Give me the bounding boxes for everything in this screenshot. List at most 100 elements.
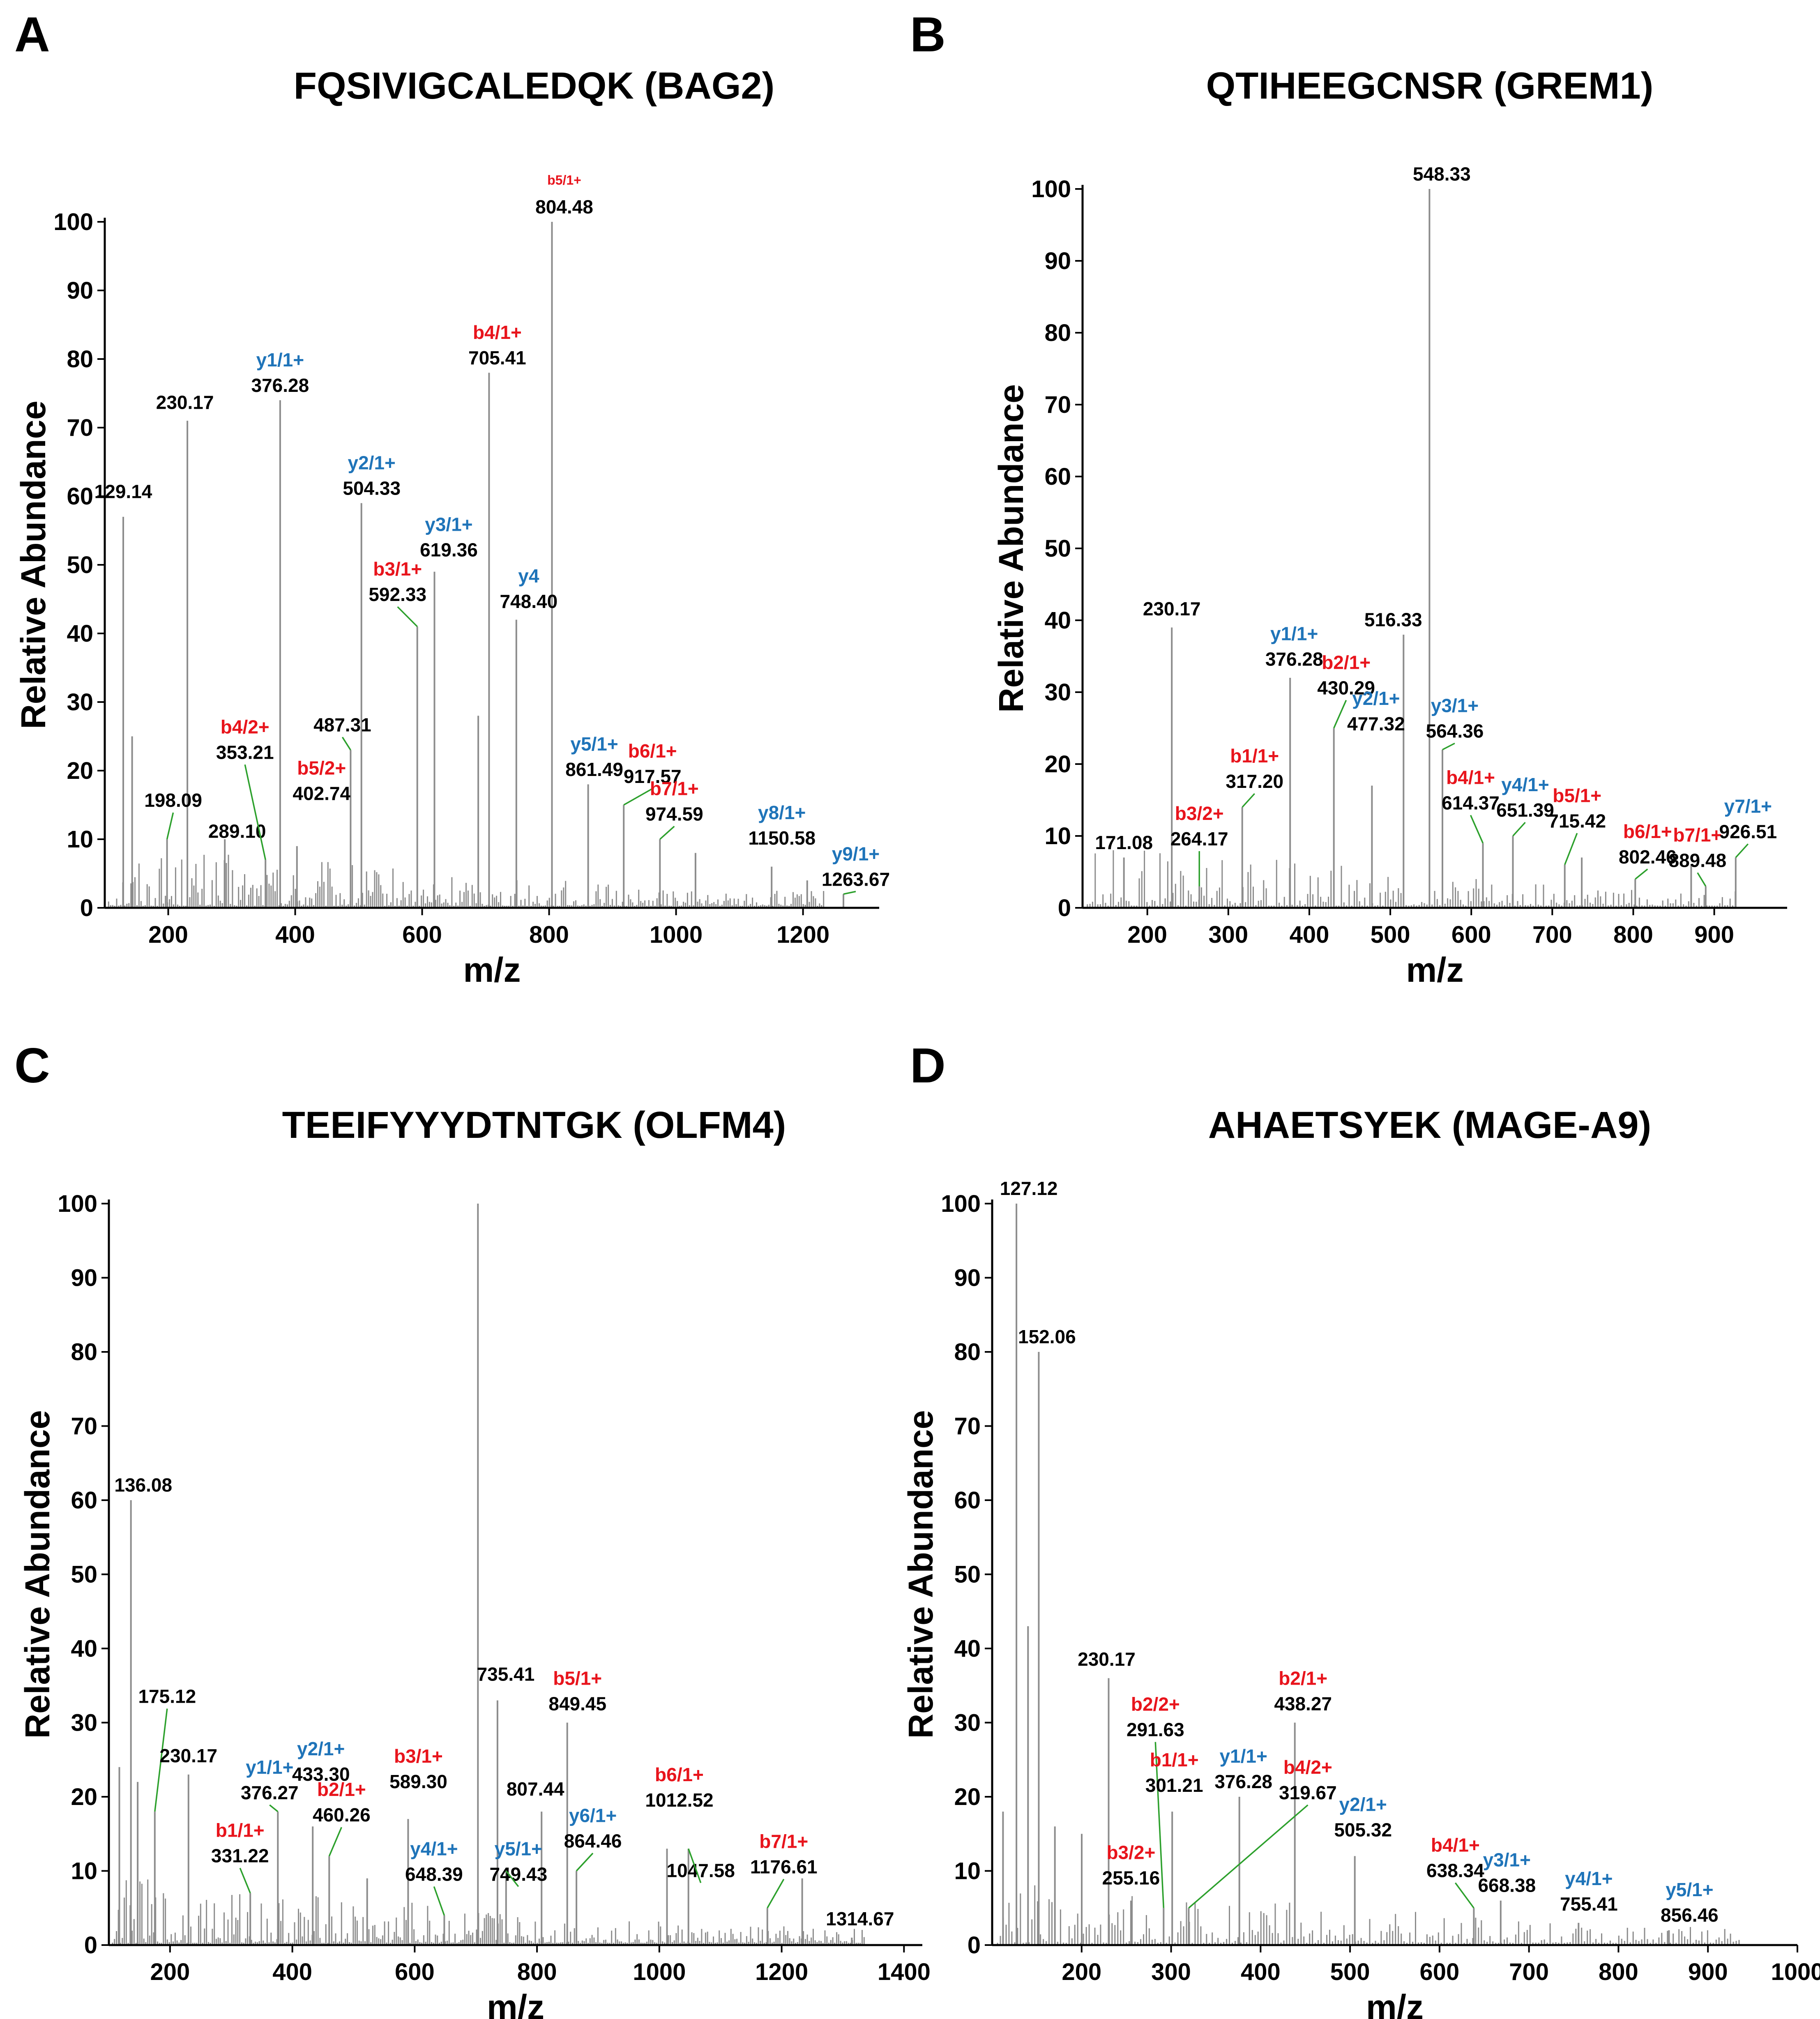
panel-a-x-tick-label: 200 [148, 921, 188, 948]
panel-c-y-tick-label: 90 [71, 1265, 97, 1292]
panel-b-ion-label: b3/2+ [1175, 803, 1224, 824]
panel-b-mz-label: 548.33 [1413, 163, 1471, 184]
panel-d-mz-label: 319.67 [1279, 1782, 1337, 1803]
panel-d-y-tick-label: 90 [954, 1265, 981, 1292]
panel-a-x-tick-label: 400 [275, 921, 315, 948]
panel-c-mz-label: 331.22 [211, 1845, 269, 1866]
panel-a-y-tick-label: 50 [67, 552, 93, 578]
panel-a-ion-label: y5/1+ [570, 733, 618, 755]
panel-d-mz-label: 127.12 [1000, 1178, 1058, 1199]
panel-c-ion-label: b5/1+ [553, 1667, 602, 1689]
panel-b-x-tick-label: 900 [1694, 921, 1734, 948]
panel-a-ion-label: y9/1+ [832, 843, 880, 864]
panel-c-y-tick-label: 10 [71, 1858, 97, 1885]
panel-d-mz-label: 230.17 [1078, 1648, 1136, 1670]
panel-d-x-tick-label: 700 [1509, 1959, 1549, 1985]
panel-a-mz-label: 198.09 [144, 790, 202, 811]
panel-b-y-tick-label: 40 [1044, 607, 1071, 634]
panel-a-ion-label: b3/1+ [373, 558, 422, 580]
panel-a-ion-label: y3/1+ [425, 514, 472, 535]
panel-b-x-tick-label: 600 [1451, 921, 1491, 948]
panel-a-x-tick-label: 1200 [776, 921, 829, 948]
panel-c-mz-label: 1047.58 [667, 1860, 735, 1881]
panel-d-x-tick-label: 200 [1062, 1959, 1101, 1985]
panel-d-mz-label: 152.06 [1018, 1326, 1076, 1347]
panel-a-ion-label: b4/2+ [221, 716, 270, 737]
panel-b-y-tick-label: 90 [1044, 248, 1071, 274]
panel-c-mz-label: 230.17 [159, 1745, 217, 1766]
panel-b-mz-label: 264.17 [1170, 828, 1228, 849]
panel-c-y-tick-label: 70 [71, 1413, 97, 1440]
panel-b-leader-line [1333, 700, 1347, 729]
panel-b-leader-line [1635, 868, 1648, 880]
panel-a-y-tick-label: 70 [67, 414, 93, 441]
panel-d-ion-label: b1/1+ [1150, 1749, 1199, 1770]
panel-d-x-tick-label: 600 [1419, 1959, 1459, 1985]
panel-a-y-tick-label: 20 [67, 757, 93, 784]
panel-b-ion-label: b5/1+ [1553, 785, 1601, 806]
panel-d-y-tick-label: 40 [954, 1635, 981, 1662]
panel-b-ion-label: b2/1+ [1322, 652, 1371, 673]
panel-c-mz-label: 1314.67 [826, 1908, 894, 1929]
panel-c-mz-label: 433.30 [292, 1763, 350, 1785]
panel-b-ion-label: b4/1+ [1446, 767, 1495, 788]
panel-b-mz-label: 651.39 [1496, 799, 1554, 821]
panel-a-y-tick-label: 10 [67, 826, 93, 853]
panel-c-mz-label: 1176.61 [750, 1856, 818, 1878]
panel-b-ion-label: y2/1+ [1352, 688, 1400, 709]
panel-c-x-tick-label: 1000 [633, 1959, 686, 1985]
panel-c-leader-line [328, 1827, 342, 1857]
panel-c-ion-label: y1/1+ [246, 1757, 293, 1778]
panel-c-x-tick-label: 400 [272, 1959, 312, 1985]
panel-d-mz-label: 505.32 [1334, 1819, 1392, 1840]
panel-c-ion-label: b1/1+ [216, 1819, 265, 1841]
panel-d-mz-label: 255.16 [1102, 1867, 1160, 1889]
panel-b-mz-label: 430.29 [1317, 677, 1375, 699]
panel-c-mz-label: 1012.52 [645, 1789, 713, 1811]
panel-c-leader-line [239, 1867, 251, 1894]
panel-d-x-tick-label: 900 [1688, 1959, 1728, 1985]
panel-a-mz-label: 748.40 [500, 591, 558, 612]
panel-b-ion-label: b6/1+ [1623, 821, 1672, 842]
panel-c-ion-label: y5/1+ [495, 1838, 542, 1860]
panel-c-ion-label: y4/1+ [410, 1838, 458, 1860]
panel-b-x-tick-label: 800 [1613, 921, 1653, 948]
panel-c-x-tick-label: 1400 [878, 1959, 931, 1985]
panel-b-mz-label: 564.36 [1426, 721, 1484, 742]
panel-c-y-tick-label: 80 [71, 1339, 97, 1365]
panel-b-mz-label: 376.28 [1265, 649, 1323, 670]
panel-a-mz-label: 974.59 [645, 803, 703, 825]
panel-a-mz-label: 705.41 [468, 347, 526, 368]
panel-c-y-axis-title: Relative Abundance [18, 1410, 57, 1739]
panel-a-mz-label: 289.10 [208, 820, 266, 842]
panel-a-y-axis-title: Relative Abundance [14, 401, 53, 729]
panel-c-leader-line [688, 1848, 702, 1883]
panel-d-ion-label: y3/1+ [1483, 1849, 1531, 1871]
panel-c-y-tick-label: 50 [71, 1561, 97, 1588]
panel-d-y-tick-label: 50 [954, 1561, 981, 1588]
panel-d-ion-label: b3/2+ [1106, 1842, 1155, 1863]
panel-c-y-tick-label: 30 [71, 1710, 97, 1736]
panel-a-x-tick-label: 800 [529, 921, 569, 948]
panel-c-x-tick-label: 600 [395, 1959, 435, 1985]
panel-d-ion-label: y5/1+ [1666, 1879, 1713, 1900]
panel-d-x-tick-label: 1000 [1771, 1959, 1820, 1985]
panel-c-leader-line [154, 1708, 168, 1812]
panel-a-mz-label: 804.48 [535, 196, 593, 218]
panel-c-mz-label: 864.46 [564, 1830, 622, 1851]
panel-b-y-tick-label: 20 [1044, 751, 1071, 778]
panel-d-leader-line [1454, 1882, 1474, 1908]
panel-c-mz-label: 175.12 [138, 1685, 196, 1707]
panel-c-ion-label: b6/1+ [655, 1764, 704, 1785]
panel-b-x-axis-title: m/z [1406, 951, 1463, 989]
panel-a-leader-line [843, 891, 856, 895]
panel-a-leader-line [244, 764, 266, 860]
panel-d-y-tick-label: 70 [954, 1413, 981, 1440]
panel-b-mz-label: 614.37 [1442, 792, 1500, 814]
panel-a-x-tick-label: 600 [402, 921, 442, 948]
panel-c-ion-label: y2/1+ [297, 1738, 345, 1759]
panel-a-letter: A [14, 7, 50, 62]
panel-b-leader-line [1735, 843, 1749, 858]
panel-d-y-tick-label: 80 [954, 1339, 981, 1365]
panel-c-mz-label: 749.43 [489, 1864, 547, 1885]
